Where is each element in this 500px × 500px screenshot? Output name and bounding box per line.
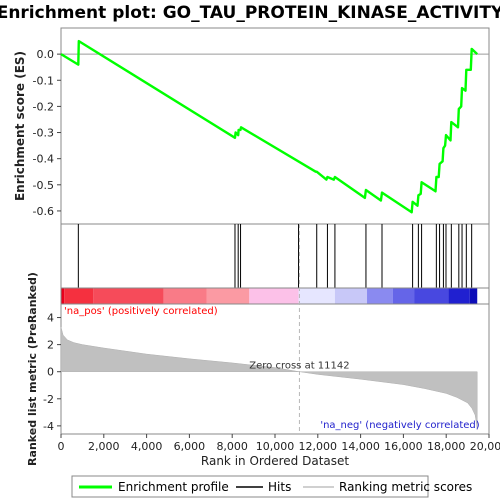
es-y-tick-label: -0.1 [33,74,54,87]
heatbar-segment [298,288,335,304]
negative-correlation-label: 'na_neg' (negatively correlated) [320,420,479,431]
x-tick-label: 18,000 [427,440,466,453]
metric-y-tick-label: 0 [47,366,54,379]
legend-label-ranking: Ranking metric scores [339,480,472,494]
metric-y-tick-label: -2 [43,393,54,406]
heatbar-segment [249,288,299,304]
legend: Enrichment profile Hits Ranking metric s… [71,475,472,498]
hits-panel [60,223,490,289]
heatbar-panel [60,287,490,305]
es-y-tick-label: -0.6 [33,205,54,218]
heatbar-segment [61,288,65,304]
x-tick-label: 12,000 [299,440,338,453]
metric-y-tick-label: -4 [43,420,54,433]
x-axis-label: Rank in Ordered Dataset [201,454,349,468]
heatbar-segment [163,288,207,304]
hits-group [77,224,473,288]
heatbar-segment [469,288,478,304]
es-y-tick-label: -0.2 [33,100,54,113]
x-tick-label: 2,000 [88,440,120,453]
es-y-ticks: 0.0 -0.1 -0.2 -0.3 -0.4 -0.5 -0.6 [33,48,61,218]
x-tick-label: 4,000 [131,440,163,453]
x-tick-label: 6,000 [174,440,206,453]
heatbar-segment [93,288,164,304]
legend-label-enrichment: Enrichment profile [118,480,229,494]
es-y-axis-label: Enrichment score (ES) [13,51,27,201]
heatbar-segment [392,288,415,304]
metric-y-tick-label: 4 [47,312,54,325]
es-y-tick-label: -0.5 [33,179,54,192]
es-panel: 0.0 -0.1 -0.2 -0.3 -0.4 -0.5 -0.6 [33,27,490,225]
x-axis-ticks: 0 2,000 4,000 6,000 8,000 10,000 12,000 14,000 1… [58,434,500,453]
heatbar-segment [448,288,470,304]
es-y-tick-label: -0.4 [33,153,54,166]
x-tick-label: 16,000 [384,440,423,453]
x-tick-label: 10,000 [256,440,295,453]
ranking-metric-area [60,326,478,430]
x-tick-label: 0 [58,440,65,453]
zero-cross-label: Zero cross at 11142 [249,361,349,372]
heatbar-segment [414,288,449,304]
heatbar-segment [367,288,393,304]
enrichment-profile-line [60,39,479,214]
positive-correlation-label: 'na_pos' (positively correlated) [64,306,218,317]
metric-panel: 4 2 0 -2 -4 'na_pos' (positively correlated)… [43,224,490,435]
legend-label-hits: Hits [268,480,291,494]
ranking-heat-bar [61,288,478,304]
heatbar-segment [206,288,250,304]
heatbar-segment [334,288,368,304]
metric-y-tick-label: 2 [47,339,54,352]
metric-y-ticks: 4 2 0 -2 -4 [43,312,61,433]
chart-title: Enrichment plot: GO_TAU_PROTEIN_KINASE_A… [0,3,500,23]
x-tick-label: 8,000 [216,440,248,453]
hits-panel-frame [60,223,490,289]
heatbar-segment [64,288,94,304]
es-y-tick-label: -0.3 [33,127,54,140]
x-tick-label: 20,000 [470,440,500,453]
x-tick-label: 14,000 [341,440,380,453]
metric-y-axis-label: Ranked list metric (PreRanked) [26,272,39,466]
es-panel-frame [60,27,490,225]
es-y-tick-label: 0.0 [37,48,55,61]
